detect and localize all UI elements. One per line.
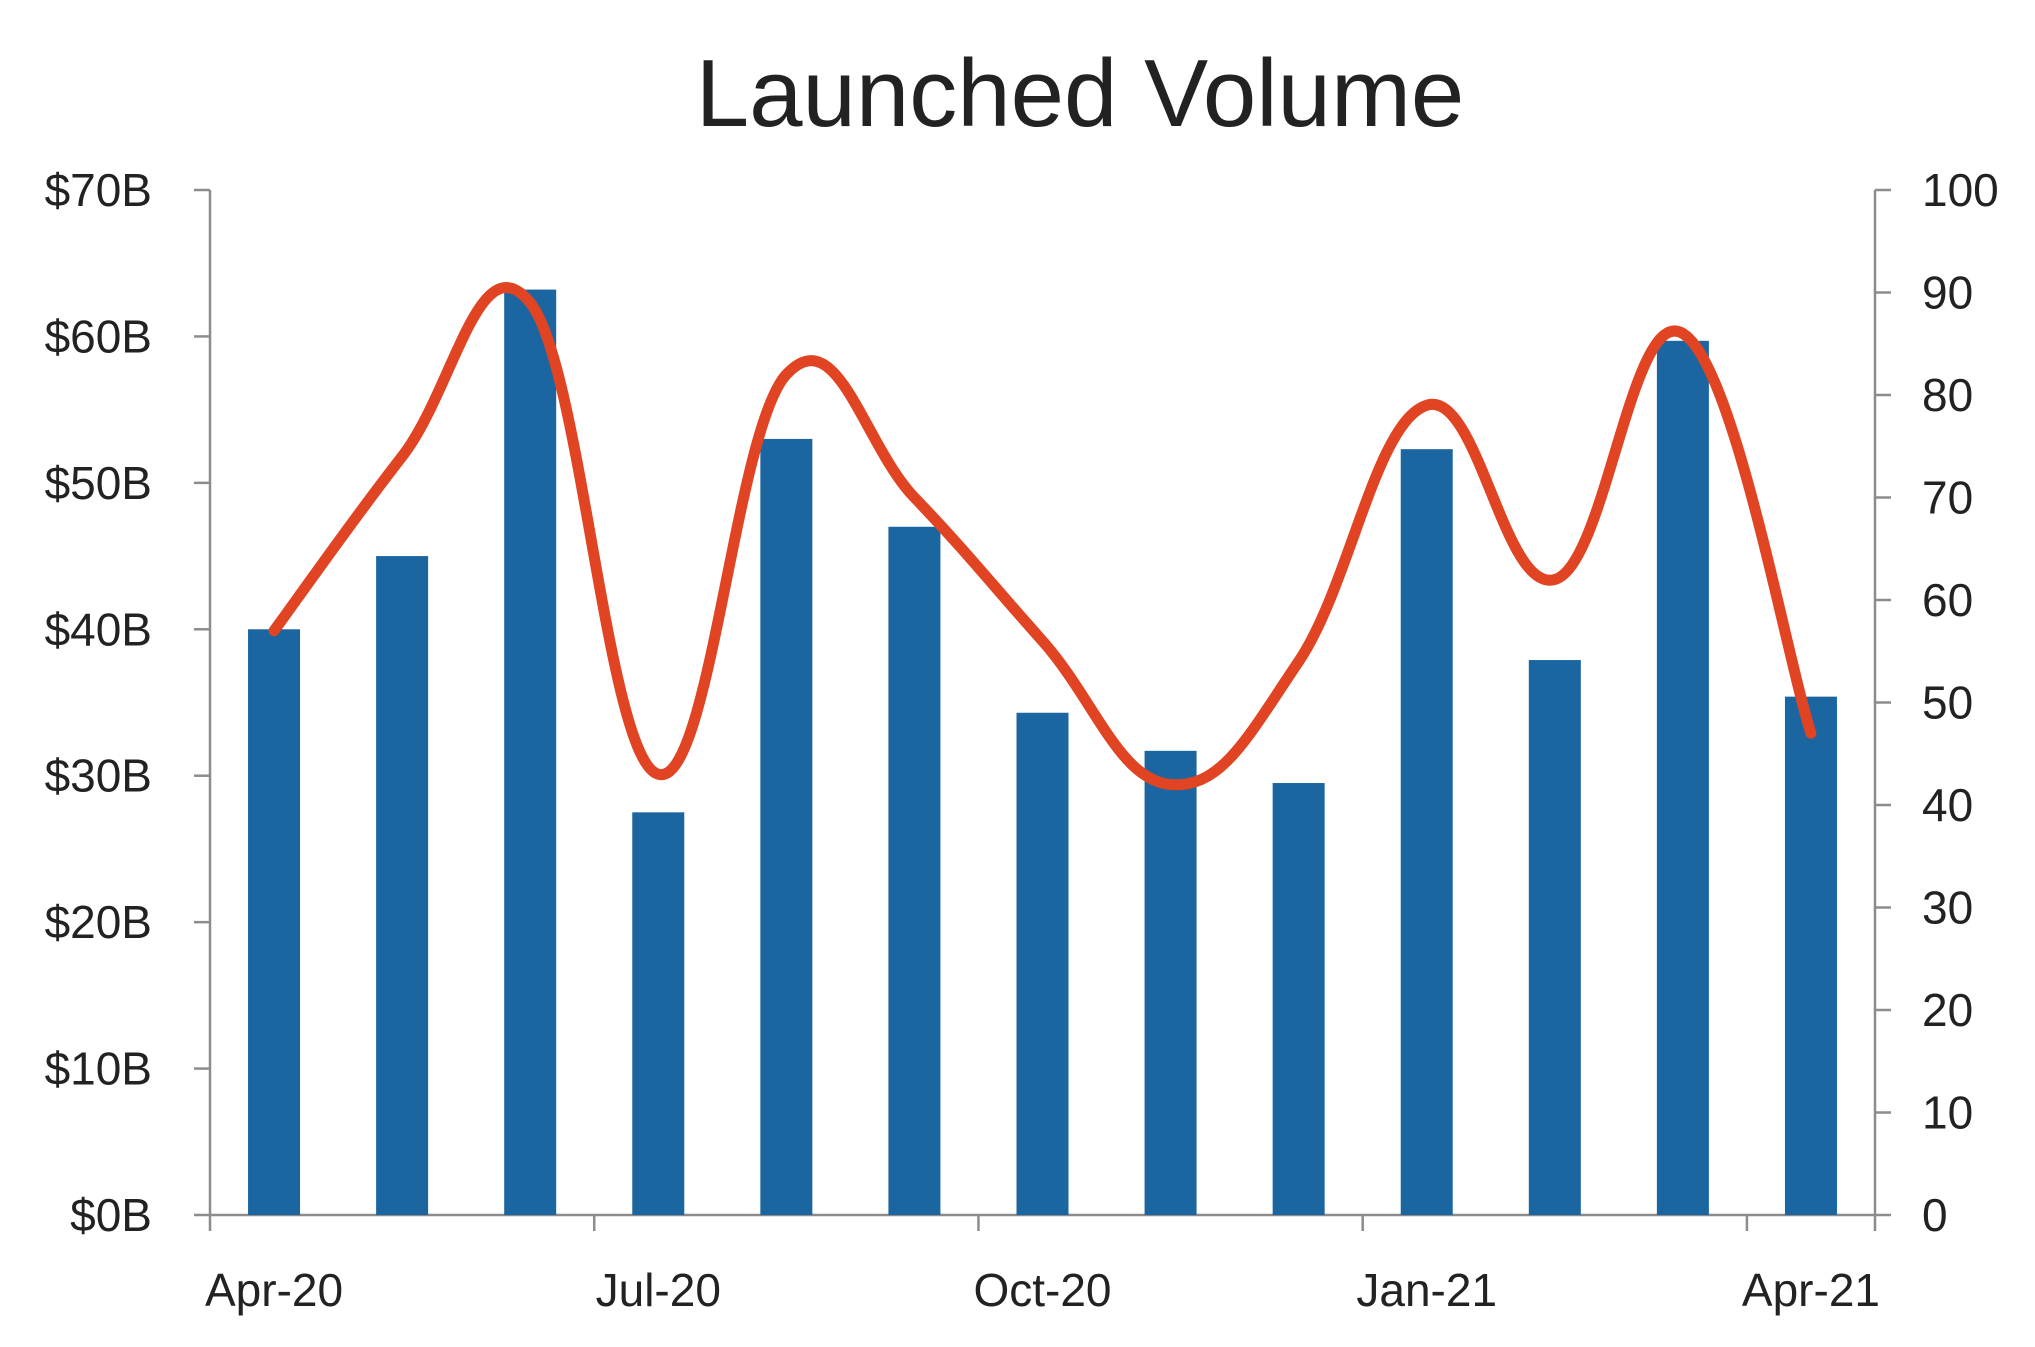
left-y-tick-label: $60B: [45, 310, 152, 362]
bar: [1528, 660, 1581, 1215]
right-y-tick-label: 40: [1922, 779, 1973, 831]
line-series: [268, 282, 1817, 791]
x-tick-label: Apr-21: [1742, 1264, 1880, 1316]
left-y-tick-label: $0B: [70, 1189, 152, 1241]
right-y-tick-label: 30: [1922, 882, 1973, 934]
left-y-tick-label: $20B: [45, 896, 152, 948]
bar: [760, 438, 813, 1215]
bar: [1400, 449, 1453, 1215]
bar-series: [248, 289, 1837, 1216]
left-y-tick-label: $70B: [45, 164, 152, 216]
bar: [504, 289, 557, 1216]
bar: [1016, 712, 1069, 1215]
chart-title: Launched Volume: [696, 40, 1465, 147]
right-y-tick-label: 100: [1922, 164, 1999, 216]
right-y-tick-label: 90: [1922, 267, 1973, 319]
right-y-tick-label: 60: [1922, 574, 1973, 626]
right-y-tick-label: 50: [1922, 677, 1973, 729]
bar: [376, 556, 429, 1215]
series-line: [268, 282, 1817, 791]
left-y-tick-label: $30B: [45, 750, 152, 802]
bar: [248, 629, 301, 1215]
tick-labels: $0B $10B $20B $30B $40B $50B $60B $70B 0 10 20 30 40…: [45, 164, 1999, 1316]
bar: [888, 526, 941, 1215]
left-y-tick-label: $40B: [45, 603, 152, 655]
left-y-tick-label: $10B: [45, 1043, 152, 1095]
x-tick-label: Oct-20: [973, 1264, 1111, 1316]
bar: [632, 812, 685, 1215]
x-tick-label: Jan-21: [1356, 1264, 1497, 1316]
bar: [1144, 750, 1197, 1215]
right-y-tick-label: 0: [1922, 1189, 1948, 1241]
left-y-tick-label: $50B: [45, 457, 152, 509]
right-y-tick-label: 10: [1922, 1087, 1973, 1139]
bar: [1272, 783, 1325, 1215]
x-tick-label: Jul-20: [596, 1264, 721, 1316]
bar: [1656, 340, 1709, 1216]
right-y-tick-label: 20: [1922, 984, 1973, 1036]
x-tick-label: Apr-20: [205, 1264, 343, 1316]
right-y-tick-label: 70: [1922, 472, 1973, 524]
right-y-tick-label: 80: [1922, 369, 1973, 421]
bar: [1784, 696, 1837, 1215]
